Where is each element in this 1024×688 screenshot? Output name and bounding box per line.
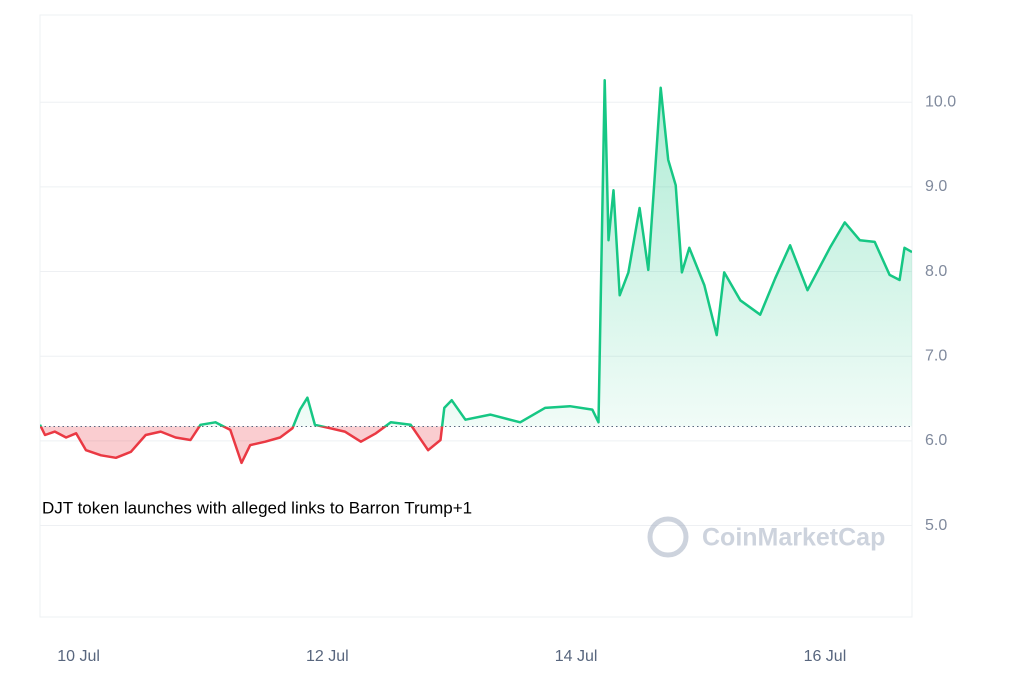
price-line-below <box>40 426 444 465</box>
area-above <box>40 80 912 427</box>
watermark-logo <box>647 516 689 558</box>
x-tick-label: 12 Jul <box>306 648 349 665</box>
y-tick-label: 6.0 <box>925 432 947 449</box>
y-tick-label: 8.0 <box>925 263 947 280</box>
area-below <box>40 426 912 463</box>
y-tick-label: 10.0 <box>925 93 956 110</box>
watermark-text: CoinMarketCap <box>702 524 885 552</box>
annotation: DJT token launches with alleged links to… <box>42 498 472 517</box>
x-tick-label: 10 Jul <box>57 648 100 665</box>
y-tick-label: 9.0 <box>925 178 947 195</box>
y-tick-label: 7.0 <box>925 347 947 364</box>
y-tick-label: 5.0 <box>925 517 947 534</box>
price-line <box>40 78 912 427</box>
watermark: CoinMarketCap <box>647 516 885 558</box>
x-tick-label: 16 Jul <box>804 648 847 665</box>
x-tick-label: 14 Jul <box>555 648 598 665</box>
